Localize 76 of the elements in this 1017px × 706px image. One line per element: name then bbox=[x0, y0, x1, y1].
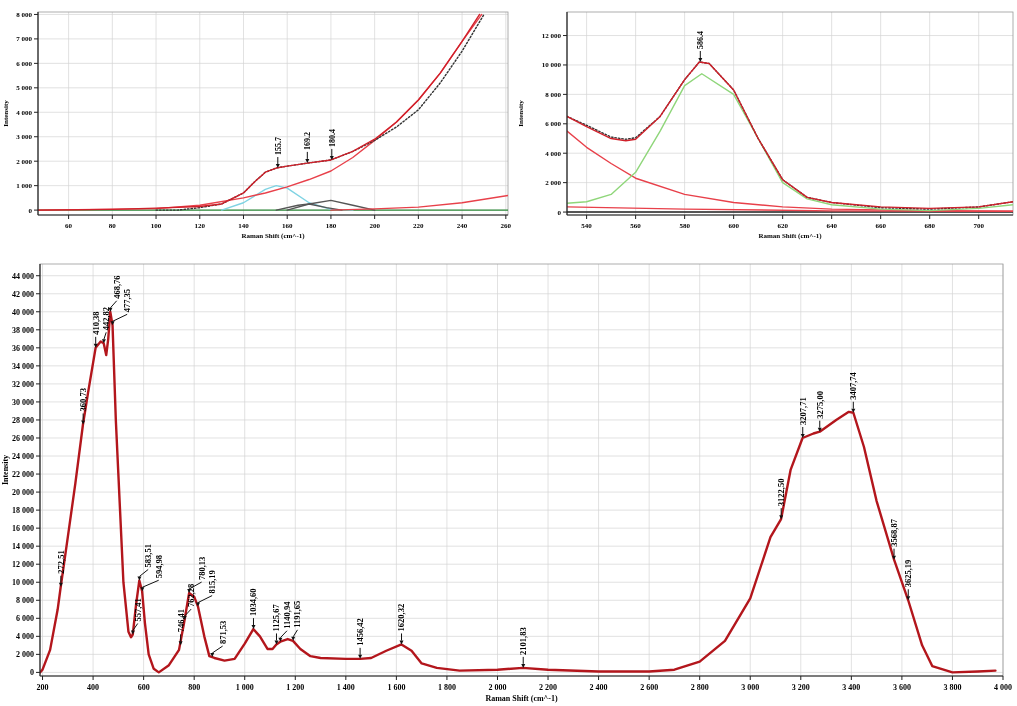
x-tick-label: 200 bbox=[36, 683, 49, 692]
x-tick-label: 1 400 bbox=[336, 683, 355, 692]
y-tick-label: 8 000 bbox=[16, 596, 34, 606]
annotation: 871,53 bbox=[217, 620, 228, 645]
annotation: 155.7 bbox=[273, 137, 283, 156]
annotation: 468,76 bbox=[111, 275, 122, 299]
y-tick-label: 44 000 bbox=[12, 271, 34, 281]
y-tick-label: 0 bbox=[30, 668, 34, 678]
y-tick-label: 36 000 bbox=[12, 343, 34, 353]
y-tick-label: 26 000 bbox=[12, 433, 34, 443]
annotation: 780,13 bbox=[196, 556, 207, 581]
y-tick-label: 28 000 bbox=[12, 415, 34, 425]
x-tick-label: 2 200 bbox=[539, 683, 558, 692]
y-tick-label: 14 000 bbox=[12, 541, 34, 551]
annotation: 360,73 bbox=[78, 388, 89, 412]
x-tick-label: 1 000 bbox=[235, 683, 254, 692]
x-tick-label: 2 000 bbox=[488, 683, 507, 692]
x-tick-label: 1 600 bbox=[387, 683, 406, 692]
x-tick-label: 400 bbox=[87, 683, 100, 692]
annotation: 442,82 bbox=[101, 306, 112, 331]
y-tick-label: 32 000 bbox=[12, 379, 34, 389]
x-tick-label: 4 000 bbox=[994, 683, 1012, 692]
x-tick-label: 800 bbox=[188, 683, 201, 692]
y-tick-label: 38 000 bbox=[12, 325, 34, 335]
annotation: 169.2 bbox=[303, 131, 313, 150]
annotation: 477,35 bbox=[122, 288, 133, 313]
annotation: 3122,50 bbox=[776, 478, 787, 507]
annotation: 1140,94 bbox=[281, 600, 292, 629]
y-tick-label: 24 000 bbox=[12, 451, 34, 461]
x-tick-label: 600 bbox=[137, 683, 150, 692]
annotation: 1191,65 bbox=[292, 600, 303, 628]
x-axis-title: Raman Shift (cm^-1) bbox=[485, 694, 558, 703]
y-tick-label: 22 000 bbox=[12, 469, 34, 479]
y-tick-label: 40 000 bbox=[12, 307, 34, 317]
y-tick-label: 6 000 bbox=[16, 614, 34, 624]
y-tick-label: 20 000 bbox=[12, 487, 34, 497]
y-tick-label: 16 000 bbox=[12, 523, 34, 533]
annotation: 3407,74 bbox=[848, 371, 859, 400]
y-tick-label: 18 000 bbox=[12, 505, 34, 515]
y-tick-label: 12 000 bbox=[12, 560, 34, 570]
x-tick-label: 3 800 bbox=[943, 683, 962, 692]
annotation: 583,51 bbox=[143, 544, 154, 568]
annotation: 1125,67 bbox=[271, 603, 282, 632]
y-tick-label: 42 000 bbox=[12, 289, 34, 299]
annotation: 594,98 bbox=[153, 554, 164, 579]
y-tick-label: 30 000 bbox=[12, 397, 34, 407]
y-tick-label: 2 000 bbox=[16, 650, 34, 660]
annotation: 1034,60 bbox=[248, 588, 259, 617]
annotation: 1620,32 bbox=[396, 603, 407, 632]
annotation: 2101,83 bbox=[518, 627, 529, 655]
y-tick-label: 34 000 bbox=[12, 361, 34, 371]
y-tick-label: 10 000 bbox=[12, 578, 34, 588]
y-tick-label: 4 000 bbox=[16, 632, 34, 642]
annotation: 3625,19 bbox=[903, 559, 914, 588]
x-tick-label: 2 800 bbox=[690, 683, 709, 692]
y-axis-title: Intensity bbox=[1, 454, 10, 486]
x-tick-label: 3 200 bbox=[791, 683, 810, 692]
x-tick-label: 1 800 bbox=[437, 683, 456, 692]
x-tick-label: 2 600 bbox=[640, 683, 659, 692]
annotation: 746,41 bbox=[175, 608, 186, 633]
x-tick-label: 3 400 bbox=[842, 683, 861, 692]
x-tick-label: 3 000 bbox=[741, 683, 760, 692]
annotation: 3207,71 bbox=[797, 397, 808, 425]
annotation: 3568,87 bbox=[889, 518, 899, 547]
x-tick-label: 1 200 bbox=[286, 683, 305, 692]
annotation: 586.4 bbox=[696, 31, 706, 50]
annotation: 272,51 bbox=[55, 550, 66, 574]
annotation: 1456,42 bbox=[355, 618, 366, 646]
annotation: 3275,00 bbox=[814, 391, 825, 419]
annotation: 557,41 bbox=[132, 598, 143, 622]
x-tick-label: 3 600 bbox=[892, 683, 911, 692]
x-tick-label: 2 400 bbox=[589, 683, 608, 692]
annotation: 410,38 bbox=[90, 311, 101, 335]
annotation: 762,28 bbox=[186, 583, 197, 608]
annotation: 180.4 bbox=[327, 128, 337, 147]
annotation: 815,19 bbox=[207, 570, 218, 594]
